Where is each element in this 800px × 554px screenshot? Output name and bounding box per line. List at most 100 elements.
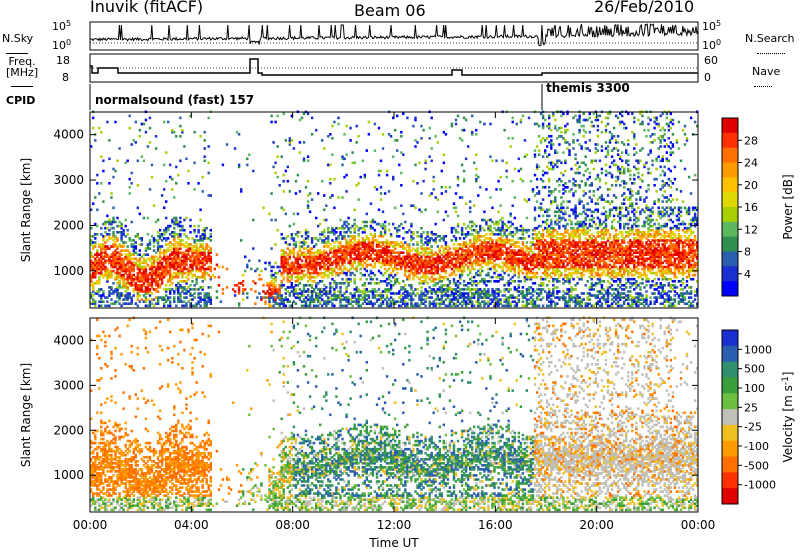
power-cell — [130, 171, 133, 175]
power-cell — [535, 271, 539, 275]
power-cell — [517, 157, 520, 161]
power-cell — [507, 273, 510, 277]
power-cell — [533, 216, 537, 220]
power-cell — [327, 235, 330, 238]
power-cell — [416, 241, 419, 244]
power-cell — [138, 243, 141, 246]
noise-sky-line — [89, 23, 699, 47]
power-cell — [169, 284, 172, 287]
power-cell — [183, 257, 186, 261]
power-cell — [306, 288, 310, 291]
power-cell — [126, 273, 129, 277]
power-cell — [233, 284, 237, 287]
power-cell — [185, 257, 188, 261]
power-cell — [375, 188, 379, 191]
power-cell — [132, 267, 135, 271]
power-cell — [521, 271, 525, 275]
power-cell — [130, 282, 133, 285]
power-cell — [154, 277, 158, 281]
power-cell — [426, 269, 429, 273]
power-cell — [165, 257, 168, 261]
power-cell — [156, 243, 160, 246]
power-cell — [158, 235, 162, 238]
power-cell — [156, 302, 160, 305]
power-cell — [191, 267, 194, 271]
power-cell — [509, 145, 512, 148]
power-cell — [148, 271, 152, 275]
power-cell — [499, 188, 502, 191]
power-cell — [187, 182, 190, 185]
power-cell — [325, 204, 328, 207]
power-cell — [233, 290, 237, 293]
power-cell — [276, 155, 279, 158]
power-cell — [286, 277, 289, 281]
power-cell — [100, 296, 103, 299]
power-cell — [118, 220, 121, 224]
power-cell — [136, 288, 139, 291]
power-cell — [175, 255, 178, 259]
power-cell — [165, 249, 168, 252]
power-cell — [209, 261, 212, 265]
power-cell — [116, 255, 119, 259]
power-cell — [187, 169, 190, 173]
power-cell — [122, 231, 125, 234]
power-cell — [203, 300, 206, 303]
power-cell — [90, 253, 93, 256]
power-cell — [189, 269, 192, 273]
power-cell — [353, 208, 356, 212]
power-cell — [448, 280, 452, 283]
power-cell — [177, 286, 180, 289]
power-cell — [128, 257, 131, 261]
power-cell — [189, 271, 192, 275]
power-cell — [280, 273, 283, 277]
power-cell — [329, 296, 332, 299]
power-cell — [108, 269, 111, 273]
power-cell — [96, 251, 99, 254]
power-cell — [300, 277, 304, 281]
power-cell — [276, 302, 279, 305]
power-cell — [193, 273, 196, 277]
power-cell — [110, 263, 113, 267]
power-cell — [296, 251, 300, 254]
power-cell — [541, 220, 545, 224]
power-cell — [519, 167, 523, 171]
power-cell — [128, 253, 131, 256]
noise-frame — [89, 21, 699, 51]
power-cell — [128, 302, 131, 305]
power-cell — [483, 210, 486, 214]
power-cell — [195, 282, 198, 285]
power-cell — [138, 261, 141, 265]
power-cell — [173, 216, 176, 220]
power-cell — [272, 284, 275, 287]
power-cell — [541, 233, 545, 236]
power-cell — [177, 224, 180, 228]
power-cell — [165, 251, 168, 254]
power-cell — [201, 247, 204, 250]
power-cell — [345, 153, 348, 156]
power-cell — [280, 237, 283, 240]
power-cell — [171, 253, 174, 256]
power-cell — [298, 288, 302, 291]
power-cell — [321, 251, 324, 254]
date-title: 26/Feb/2010 — [594, 0, 695, 16]
power-cell — [541, 304, 545, 308]
power-cell — [473, 304, 476, 308]
power-cell — [197, 300, 200, 303]
power-cell — [110, 265, 113, 269]
power-cell — [118, 261, 121, 265]
power-cell — [185, 216, 188, 220]
power-cell — [337, 196, 340, 199]
power-cell — [128, 271, 131, 275]
power-cell — [335, 271, 338, 275]
power-cell — [434, 251, 437, 254]
power-cell — [154, 267, 158, 271]
power-cell — [171, 218, 174, 222]
power-cell — [130, 300, 133, 303]
power-cell — [533, 233, 537, 236]
power-cell — [134, 263, 137, 267]
power-cell — [521, 290, 525, 293]
power-cell — [556, 237, 559, 240]
power-cell — [434, 290, 437, 293]
power-cell — [128, 277, 131, 281]
power-cell — [396, 149, 399, 152]
